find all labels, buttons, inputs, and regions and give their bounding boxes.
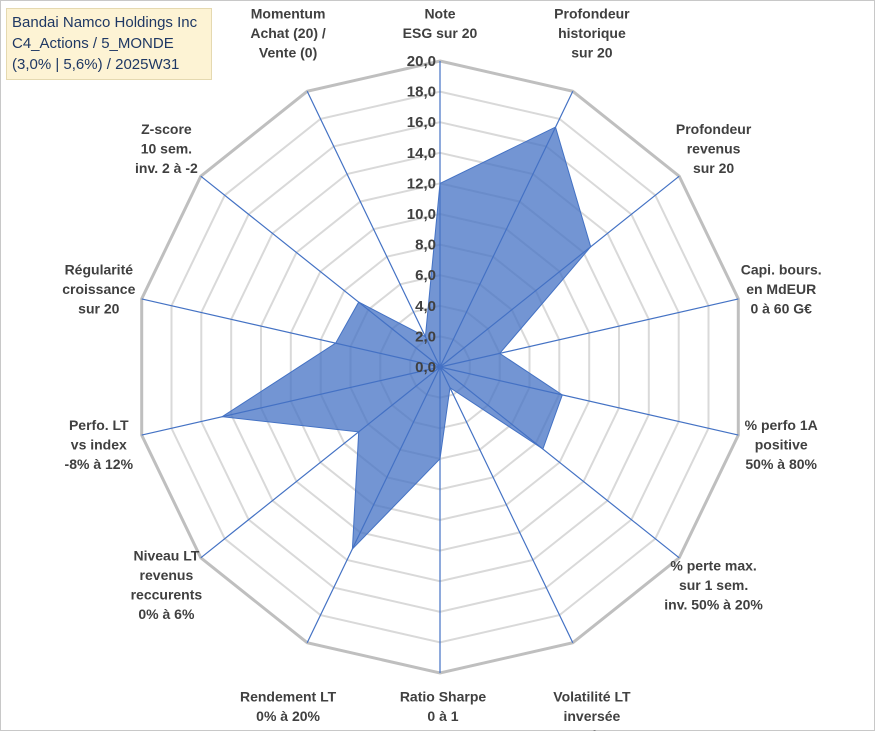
stats-label: (3,0% | 5,6%) / 2025W31	[12, 56, 180, 73]
axis-label-line: historique	[558, 25, 626, 41]
axis-label-line: Perfo. LT	[69, 417, 129, 433]
series-area	[220, 126, 592, 551]
axis-label-line: 0 à 1	[427, 708, 458, 724]
axis-label-line: 10 sem.	[141, 141, 192, 157]
axis-label-line: inversée	[563, 708, 620, 724]
tick-label: 10,0	[407, 206, 436, 223]
axis-label-line: inv. 2 à -2	[135, 160, 198, 176]
tick-label: 12,0	[407, 175, 436, 192]
axis-label-line: Profondeur	[676, 121, 752, 137]
axis-label: Volatilité LT inversée 40% à 0%	[553, 689, 631, 731]
axis-label-line: vs index	[71, 437, 127, 453]
tick-label: 8,0	[415, 237, 436, 254]
axis-label-line: 40% à 0%	[560, 728, 624, 731]
axis-label-line: sur 20	[693, 160, 734, 176]
axis-label-line: croissance	[62, 281, 135, 297]
axis-label-line: Ratio Sharpe	[400, 689, 487, 705]
axis-label: Niveau LT revenus reccurents 0% à 6%	[131, 548, 203, 623]
axis-label: Note ESG sur 20	[403, 6, 478, 42]
axis-label-line: Niveau LT	[133, 548, 199, 564]
company-name: Bandai Namco Holdings Inc	[12, 14, 198, 31]
axis-label-line: Régularité	[65, 261, 134, 277]
axis-label-line: Volatilité LT	[553, 689, 631, 705]
axis-label: Rendement LT 0% à 20%	[240, 689, 337, 725]
axis-label-line: ESG sur 20	[403, 25, 478, 41]
tick-label: 0,0	[415, 359, 436, 376]
axis-label-line: Achat (20) /	[250, 25, 326, 41]
axis-label-line: en MdEUR	[746, 281, 816, 297]
axis-spoke	[306, 91, 441, 368]
axis-label: Perfo. LT vs index -8% à 12%	[65, 417, 134, 472]
axis-label-line: % perte max.	[670, 558, 756, 574]
axis-label: Profondeur revenus sur 20	[676, 121, 752, 176]
axis-label-line: reccurents	[131, 587, 203, 603]
tick-label: 18,0	[407, 84, 436, 101]
axis-label-line: % perfo 1A	[745, 417, 818, 433]
tick-label: 2,0	[415, 328, 436, 345]
chart-title-box: Bandai Namco Holdings Inc C4_Actions / 5…	[6, 8, 212, 80]
axis-spoke	[439, 366, 574, 643]
axis-label-line: sur 20	[571, 45, 612, 61]
tick-label: 14,0	[407, 145, 436, 162]
radar-series	[220, 126, 592, 551]
axis-label-line: sur 20	[78, 300, 119, 316]
axis-label-line: revenus	[140, 567, 194, 583]
axis-label-line: Capi. bours.	[741, 261, 822, 277]
axis-label-line: Z-score	[141, 121, 192, 137]
tick-label: 16,0	[407, 114, 436, 131]
axis-label: Profondeur historique sur 20	[554, 6, 630, 61]
tick-label: 6,0	[415, 267, 436, 284]
axis-labels: Note ESG sur 20 Profondeur historique sur 20…	[62, 6, 821, 731]
axis-label: Régularité croissance sur 20	[62, 261, 135, 316]
axis-label-line: 0% à 20%	[256, 708, 320, 724]
radial-tick-labels: 0,0 2,0 4,0 6,0 8,0 10,0 12,0 14,0 16,0 18,0 20,0	[407, 53, 436, 376]
axis-label: Z-score 10 sem. inv. 2 à -2	[135, 121, 198, 176]
axis-label-line: Note	[424, 6, 455, 22]
category-label: C4_Actions / 5_MONDE	[12, 35, 174, 52]
tick-label: 20,0	[407, 53, 436, 70]
axis-label-line: 50% à 80%	[745, 456, 817, 472]
axis-label-line: inv. 50% à 20%	[664, 597, 763, 613]
tick-label: 4,0	[415, 298, 436, 315]
axis-label-line: Profondeur	[554, 6, 630, 22]
axis-label: % perfo 1A positive 50% à 80%	[745, 417, 818, 472]
axis-label-line: 0 à 60 G€	[750, 300, 812, 316]
axis-label: % perte max. sur 1 sem. inv. 50% à 20%	[664, 558, 763, 613]
axis-label: Capi. bours. en MdEUR 0 à 60 G€	[741, 261, 822, 316]
axis-label: Momentum Achat (20) / Vente (0)	[250, 6, 326, 61]
axis-label-line: sur 1 sem.	[679, 577, 748, 593]
axis-label-line: positive	[755, 437, 808, 453]
axis-label: Ratio Sharpe 0 à 1	[400, 689, 487, 725]
axis-label-line: Momentum	[251, 6, 326, 22]
axis-label-line: -8% à 12%	[65, 456, 134, 472]
axis-label-line: Rendement LT	[240, 689, 337, 705]
axis-label-line: revenus	[687, 141, 741, 157]
axis-label-line: 0% à 6%	[138, 606, 195, 622]
axis-label-line: Vente (0)	[259, 45, 317, 61]
